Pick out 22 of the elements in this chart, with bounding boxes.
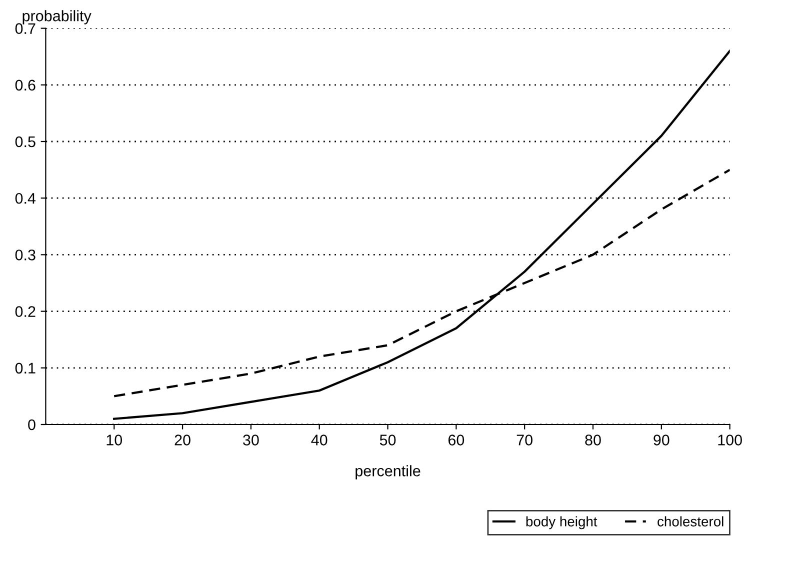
x-axis-title: percentile bbox=[356, 465, 420, 480]
y-tick-label: 0.5 bbox=[15, 136, 36, 148]
y-tick-label: 0.4 bbox=[15, 192, 36, 204]
x-tick-label: 70 bbox=[516, 434, 532, 446]
y-tick-label: 0.1 bbox=[15, 362, 36, 374]
legend-label: body height bbox=[526, 516, 598, 530]
x-tick-label: 50 bbox=[380, 434, 396, 446]
x-tick-label: 90 bbox=[654, 434, 670, 446]
x-tick-label: 30 bbox=[243, 434, 259, 446]
y-tick-label: 0.3 bbox=[15, 250, 36, 260]
y-tick-label: 0.7 bbox=[15, 23, 36, 34]
x-tick-label: 80 bbox=[585, 434, 601, 446]
x-tick-label: 100 bbox=[718, 434, 742, 446]
y-axis-title: probability bbox=[22, 10, 92, 24]
legend-label: cholesterol bbox=[658, 516, 724, 526]
x-tick-label: 10 bbox=[106, 434, 122, 446]
y-tick-label: 0 bbox=[28, 419, 36, 430]
x-tick-label: 20 bbox=[174, 434, 190, 446]
x-tick-label: 40 bbox=[311, 434, 328, 446]
y-tick-label: 0.6 bbox=[15, 80, 36, 91]
x-tick-label: 60 bbox=[448, 434, 464, 446]
y-tick-label: 0.2 bbox=[15, 306, 36, 317]
